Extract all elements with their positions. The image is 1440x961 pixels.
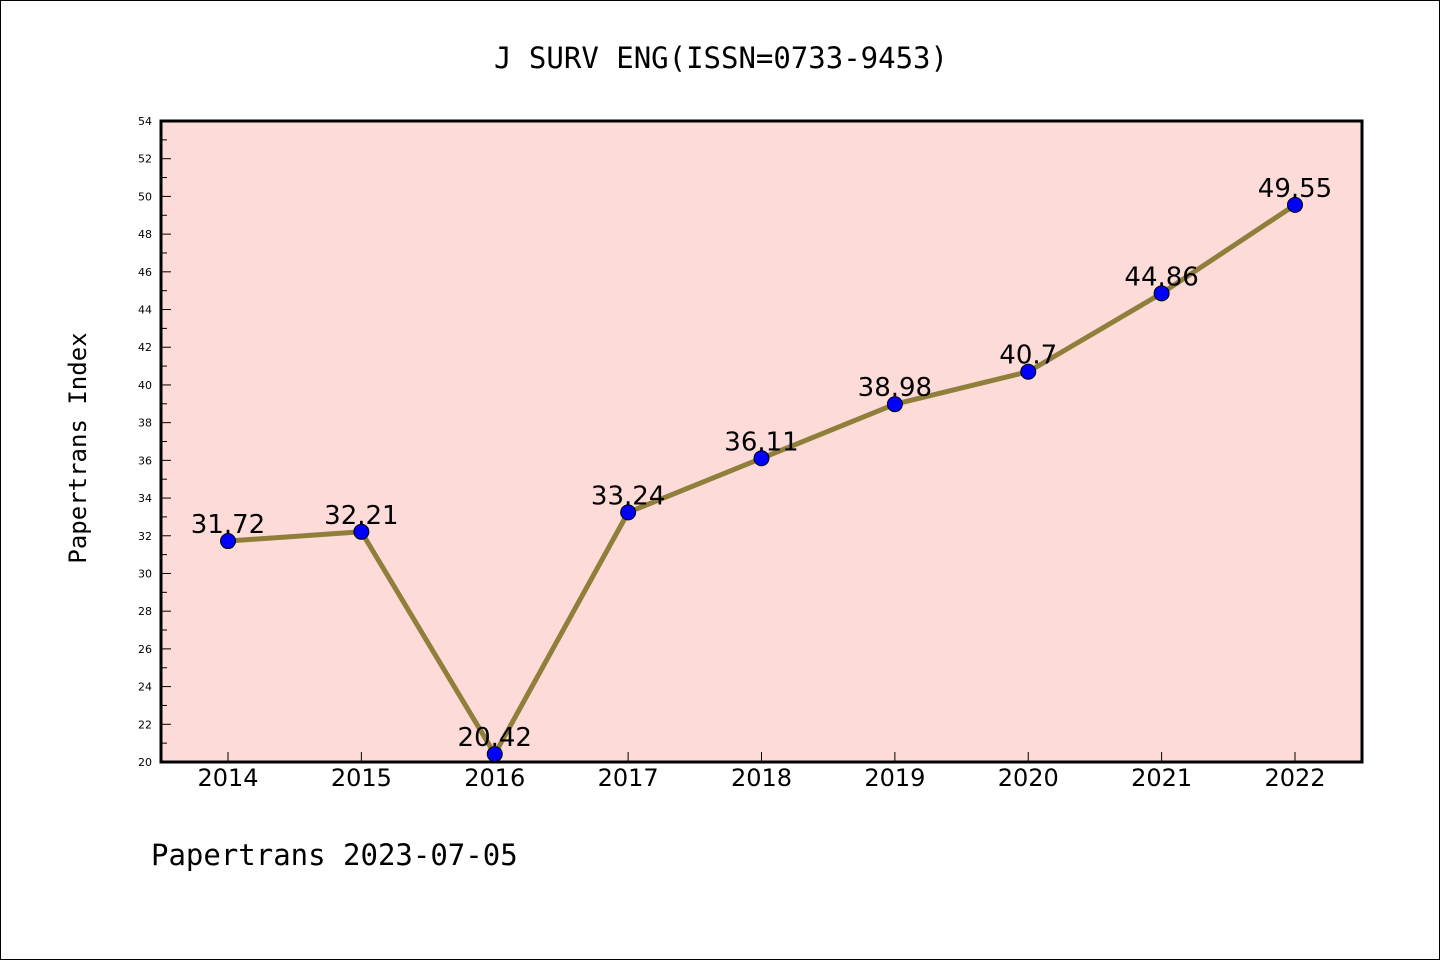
data-point — [886, 396, 903, 413]
x-tick-label: 2016 — [464, 764, 525, 792]
y-tick-label: 36 — [138, 454, 152, 467]
data-label: 33.24 — [591, 481, 665, 511]
y-tick-label: 28 — [138, 605, 152, 618]
x-tick-label: 2017 — [598, 764, 659, 792]
x-tick-label: 2022 — [1264, 764, 1325, 792]
y-tick-label: 48 — [138, 228, 152, 241]
y-tick-label: 30 — [138, 567, 152, 580]
y-tick-label: 46 — [138, 266, 152, 279]
y-tick-label: 20 — [138, 756, 152, 769]
data-point — [620, 504, 637, 521]
chart-title: J SURV ENG(ISSN=0733-9453) — [494, 41, 948, 75]
data-label: 36.11 — [724, 427, 798, 457]
data-point — [1020, 363, 1037, 380]
data-point — [486, 746, 503, 763]
data-point — [353, 523, 370, 540]
y-tick-label: 34 — [138, 492, 152, 505]
y-tick-label: 50 — [138, 190, 152, 203]
x-axis: 2014 2015 2016 2017 2018 2019 2020 2021 2022 — [197, 752, 1326, 792]
data-label: 31.72 — [191, 510, 265, 540]
data-label: 32.21 — [324, 501, 398, 531]
x-tick-label: 2019 — [864, 764, 925, 792]
y-tick-label: 44 — [138, 304, 152, 317]
x-tick-label: 2018 — [731, 764, 792, 792]
data-label: 40.7 — [999, 341, 1057, 371]
data-labels: 31.72 32.21 20.42 33.24 36.11 38.98 40.7 44.86 4… — [191, 174, 1332, 753]
y-tick-label: 54 — [138, 115, 152, 128]
x-tick-label: 2014 — [197, 764, 258, 792]
y-axis: 20 22 24 26 28 30 32 34 36 38 40 42 44 46 48 50 52 54 — [138, 115, 171, 769]
footer-date-text: Papertrans 2023-07-05 — [151, 838, 518, 872]
y-tick-label: 22 — [138, 718, 152, 731]
y-tick-label: 32 — [138, 530, 152, 543]
y-tick-label: 38 — [138, 417, 152, 430]
y-tick-label: 24 — [138, 681, 152, 694]
series-line-group — [220, 196, 1303, 763]
y-tick-label: 42 — [138, 341, 152, 354]
y-tick-label: 52 — [138, 153, 152, 166]
y-tick-label: 26 — [138, 643, 152, 656]
data-point — [1153, 285, 1170, 302]
data-point — [753, 450, 770, 467]
data-label: 44.86 — [1124, 262, 1198, 292]
data-point — [1287, 196, 1303, 213]
x-tick-label: 2020 — [998, 764, 1059, 792]
x-tick-label: 2021 — [1131, 764, 1192, 792]
data-label: 20.42 — [458, 723, 532, 753]
data-label: 49.55 — [1258, 174, 1332, 204]
x-tick-label: 2015 — [331, 764, 392, 792]
y-tick-label: 40 — [138, 379, 152, 392]
data-point — [220, 533, 236, 550]
plot-area — [159, 119, 1364, 764]
y-axis-label: Papertrans Index — [64, 332, 92, 563]
data-label: 38.98 — [858, 373, 932, 403]
